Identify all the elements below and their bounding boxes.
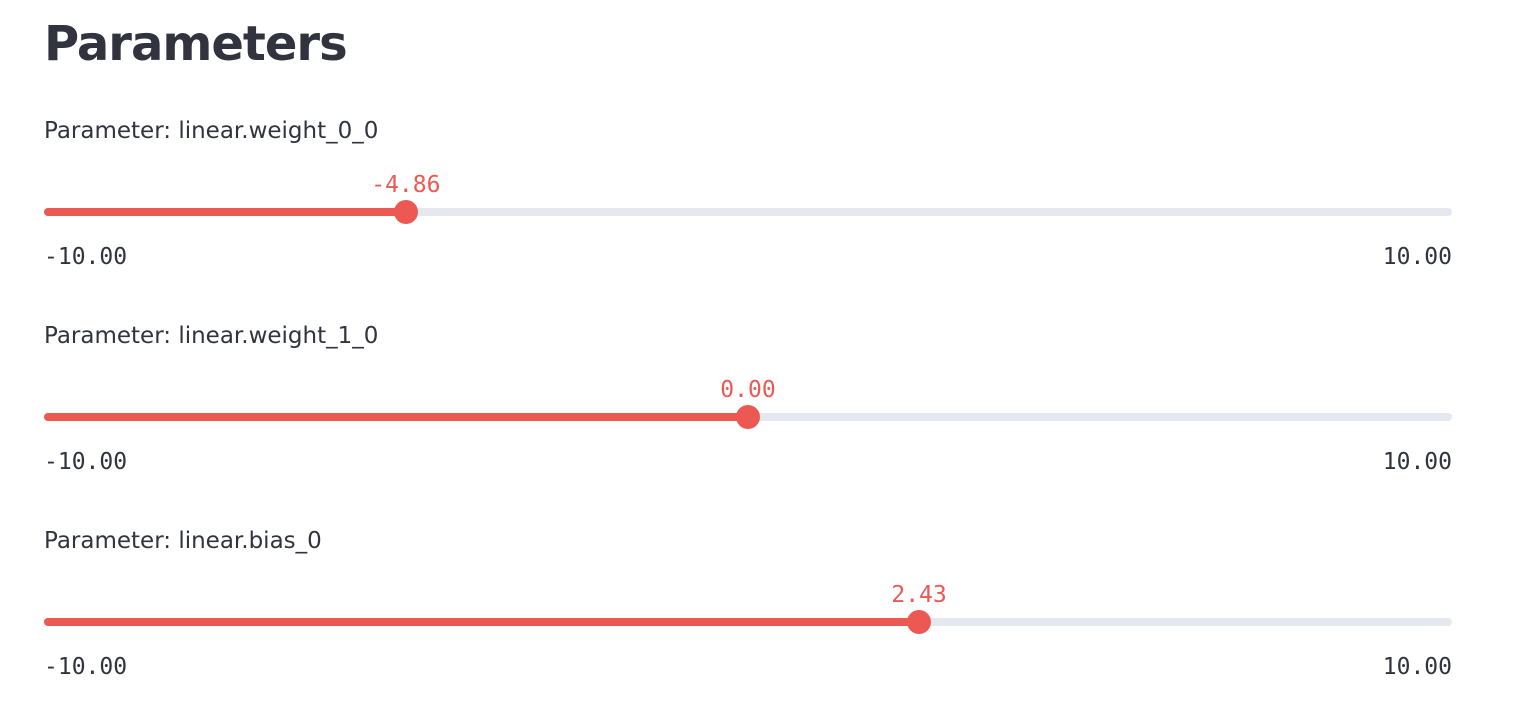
slider-label: Parameter: linear.bias_0 (44, 528, 322, 554)
slider-linear-weight-1-0: Parameter: linear.weight_1_0 0.00 -10.00… (44, 321, 1452, 481)
page-title: Parameters (44, 16, 348, 72)
slider-track[interactable] (44, 610, 1452, 634)
slider-min-label: -10.00 (44, 654, 128, 680)
slider-max-label: 10.00 (1382, 449, 1452, 475)
slider-min-label: -10.00 (44, 244, 128, 270)
slider-value-label: -4.86 (371, 172, 441, 198)
slider-track[interactable] (44, 405, 1452, 429)
slider-max-label: 10.00 (1382, 654, 1452, 680)
slider-fill (44, 618, 920, 626)
slider-label: Parameter: linear.weight_1_0 (44, 323, 379, 349)
slider-track[interactable] (44, 200, 1452, 224)
slider-max-label: 10.00 (1382, 244, 1452, 270)
slider-linear-weight-0-0: Parameter: linear.weight_0_0 -4.86 -10.0… (44, 116, 1452, 276)
slider-value-label: 0.00 (720, 377, 776, 403)
slider-thumb[interactable] (736, 405, 760, 429)
slider-label: Parameter: linear.weight_0_0 (44, 118, 379, 144)
slider-fill (44, 208, 406, 216)
slider-fill (44, 413, 748, 421)
slider-min-label: -10.00 (44, 449, 128, 475)
slider-thumb[interactable] (393, 200, 418, 224)
slider-linear-bias-0: Parameter: linear.bias_0 2.43 -10.00 10.… (44, 526, 1452, 686)
slider-thumb[interactable] (907, 610, 932, 634)
slider-value-label: 2.43 (891, 582, 947, 608)
